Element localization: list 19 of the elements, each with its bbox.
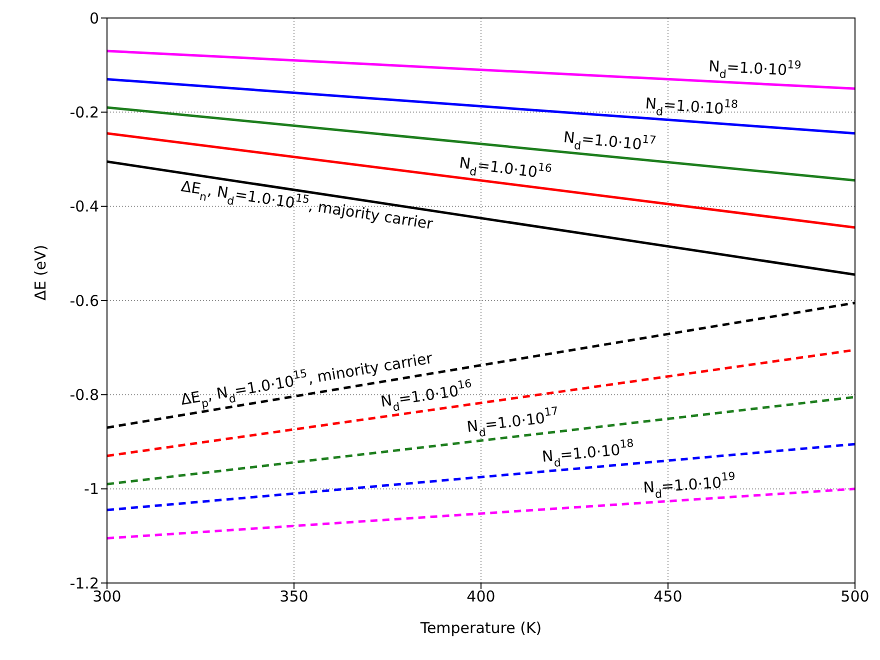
y-tick-label: 0 xyxy=(89,9,99,28)
annotation: N$_{d}$=1.0·10$^{16}$ xyxy=(458,154,553,182)
annotation: N$_{d}$=1.0·10$^{18}$ xyxy=(644,94,739,118)
annotation: ΔE$_{n}$, N$_{d}$=1.0·10$^{15}$, majority carrier xyxy=(180,177,435,234)
annotation: N$_{d}$=1.0·10$^{19}$ xyxy=(708,57,802,81)
y-tick-label: -1 xyxy=(84,480,99,498)
annotation: N$_{d}$=1.0·10$^{17}$ xyxy=(562,128,657,154)
x-tick-label: 350 xyxy=(280,588,308,606)
y-axis-title: ΔE (eV) xyxy=(31,244,50,300)
x-axis-title: Temperature (K) xyxy=(419,619,542,637)
x-tick-label: 300 xyxy=(92,588,122,606)
annotation: N$_{d}$=1.0·10$^{19}$ xyxy=(642,469,736,500)
y-tick-label: -0.2 xyxy=(70,103,99,122)
y-tick-label: -0.4 xyxy=(70,198,99,216)
x-tick-label: 500 xyxy=(840,588,870,606)
x-tick-label: 450 xyxy=(654,588,682,606)
y-tick-label: -0.8 xyxy=(70,386,99,404)
x-tick-label: 400 xyxy=(466,588,496,606)
y-tick-label: -0.6 xyxy=(70,292,99,310)
